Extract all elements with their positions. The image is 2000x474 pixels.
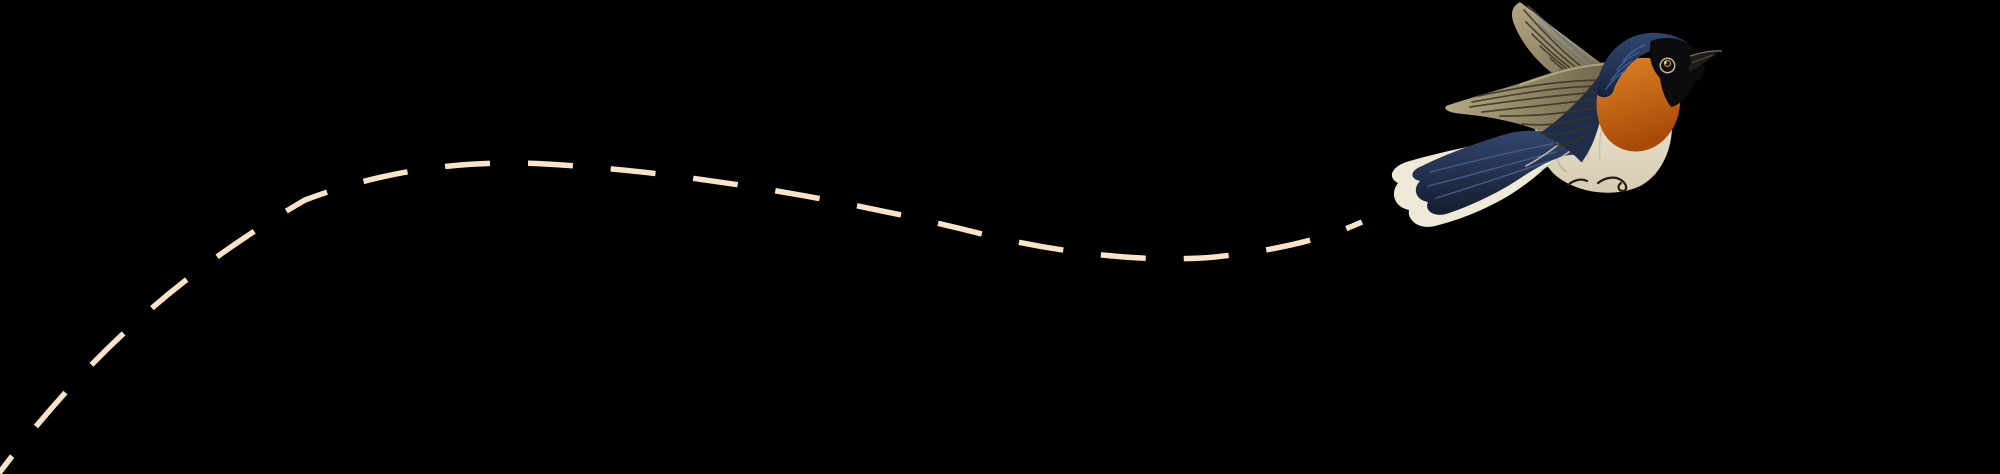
bird-eye-glint [1664, 61, 1667, 64]
bird-eye-pupil [1661, 59, 1674, 72]
feather-streak [1605, 69, 1627, 90]
feather-streak [1435, 160, 1551, 199]
bird-feet [1566, 176, 1628, 193]
bird-beak-lower [1688, 54, 1717, 72]
feather-streak [1471, 85, 1605, 103]
bird-near-wing-streaks [1469, 79, 1607, 146]
bird-near-wing-edge-highlight [1519, 63, 1613, 86]
feather-streak [1481, 98, 1601, 113]
feather-streak [1521, 115, 1594, 126]
bird-illustration [1391, 2, 1723, 227]
feather-streak [1429, 141, 1563, 173]
feather-streak [1622, 44, 1646, 62]
feather-streak [1553, 135, 1586, 146]
bird-foot-left [1566, 178, 1589, 187]
bird-eye-ring [1659, 57, 1676, 74]
bird-crown-streaks [1605, 44, 1646, 90]
feather-streak [1499, 106, 1598, 117]
bird-beak-edge-highlight [1689, 50, 1723, 57]
bird-near-wing-navy-inner [1540, 63, 1615, 162]
feather-streak [1539, 125, 1590, 136]
feather-streak [1477, 79, 1607, 97]
feather-streak [1610, 60, 1633, 81]
bird-beak-gape-line [1690, 54, 1714, 64]
feather-streak [1616, 51, 1640, 71]
bird-eye-gold-iris [1663, 59, 1672, 68]
bird-tail-dark [1412, 130, 1591, 215]
bird-foot-right [1596, 176, 1628, 193]
flight-path [0, 160, 1364, 474]
feather-streak [1469, 91, 1603, 108]
